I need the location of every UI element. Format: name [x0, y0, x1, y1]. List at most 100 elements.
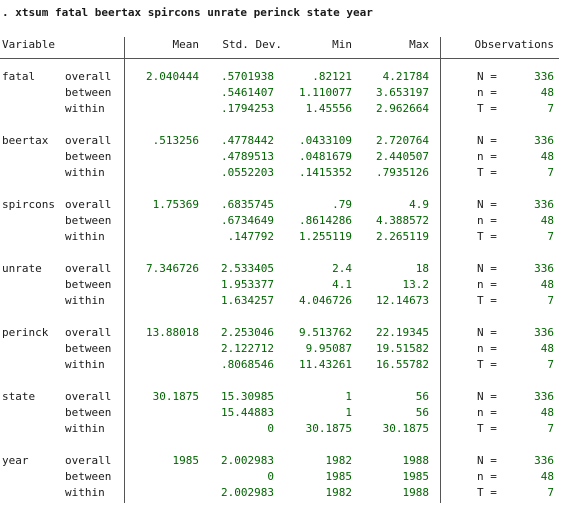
std-dev-value: 0: [267, 470, 274, 483]
obs-label: n =: [477, 470, 497, 483]
max-value: 12.14673: [376, 294, 429, 307]
header-divider: [0, 58, 559, 59]
table-row: within 2.002983 1982 1988 T = 7: [0, 485, 571, 501]
obs-label: n =: [477, 278, 497, 291]
table-row: between .6734649 .8614286 4.388572 n = 48: [0, 213, 571, 229]
mean-value: [137, 277, 199, 293]
table-row: between 15.44883 1 56 n = 48: [0, 405, 571, 421]
obs-label: n =: [477, 406, 497, 419]
obs-label: N =: [477, 326, 497, 339]
obs-value: 7: [547, 486, 554, 499]
table-row: year overall 1985 2.002983 1982 1988 N = 336: [0, 453, 571, 469]
std-dev-value: .8068546: [221, 358, 274, 371]
obs-label: T =: [477, 102, 497, 115]
mean-value: 1985: [172, 454, 200, 467]
row-type: within: [65, 358, 105, 371]
min-value: 1985: [325, 470, 353, 483]
std-dev-value: .0552203: [221, 166, 274, 179]
row-type: between: [65, 86, 112, 99]
obs-value: 336: [534, 134, 554, 147]
mean-value: [137, 213, 199, 229]
std-dev-value: 1.953377: [221, 278, 274, 291]
obs-label: T =: [477, 230, 497, 243]
obs-label: T =: [477, 294, 497, 307]
row-type: within: [65, 166, 105, 179]
max-value: 16.55782: [376, 358, 429, 371]
min-value: 4.046726: [299, 294, 352, 307]
min-value: 1: [345, 390, 352, 403]
row-type: between: [65, 150, 112, 163]
min-value: 9.95087: [305, 342, 352, 355]
variable-column-separator: [124, 37, 125, 503]
max-value: .7935126: [376, 166, 429, 179]
row-type: between: [65, 342, 112, 355]
max-value: 4.388572: [376, 214, 429, 227]
obs-value: 7: [547, 294, 554, 307]
row-type: within: [65, 230, 105, 243]
table-row: within 1.634257 4.046726 12.14673 T = 7: [0, 293, 571, 309]
std-dev-value: .6734649: [221, 214, 274, 227]
header-observations: Observations: [474, 38, 554, 51]
mean-value: 1.75369: [152, 198, 199, 211]
obs-value: 7: [547, 102, 554, 115]
obs-value: 48: [540, 406, 554, 419]
obs-value: 7: [547, 358, 554, 371]
row-type: between: [65, 214, 112, 227]
table-row: within 0 30.1875 30.1875 T = 7: [0, 421, 571, 437]
table-row: between .4789513 .0481679 2.440507 n = 48: [0, 149, 571, 165]
variable-name: state: [2, 390, 36, 403]
obs-label: n =: [477, 86, 497, 99]
row-type: overall: [65, 326, 112, 339]
mean-value: [137, 341, 199, 357]
obs-value: 48: [540, 278, 554, 291]
obs-value: 336: [534, 262, 554, 275]
min-value: 9.513762: [299, 326, 352, 339]
obs-label: N =: [477, 198, 497, 211]
variable-name: perinck: [2, 326, 49, 339]
mean-value: .513256: [152, 134, 199, 147]
header-mean: Mean: [172, 38, 200, 51]
row-type: overall: [65, 454, 112, 467]
table-row: between .5461407 1.110077 3.653197 n = 48: [0, 85, 571, 101]
min-value: .79: [332, 198, 352, 211]
std-dev-value: .4789513: [221, 150, 274, 163]
min-value: .82121: [312, 70, 352, 83]
std-dev-value: 2.253046: [221, 326, 274, 339]
min-value: 2.4: [332, 262, 352, 275]
obs-value: 336: [534, 70, 554, 83]
min-value: 11.43261: [299, 358, 352, 371]
obs-label: n =: [477, 342, 497, 355]
mean-value: 30.1875: [152, 390, 199, 403]
std-dev-value: .5701938: [221, 70, 274, 83]
min-value: 30.1875: [305, 422, 352, 435]
obs-value: 336: [534, 390, 554, 403]
mean-value: [137, 85, 199, 101]
min-value: .0433109: [299, 134, 352, 147]
std-dev-value: 15.44883: [221, 406, 274, 419]
obs-value: 7: [547, 230, 554, 243]
min-value: .8614286: [299, 214, 352, 227]
header-variable: Variable: [2, 38, 55, 51]
table-row: unrate overall 7.346726 2.533405 2.4 18 N = 336: [0, 261, 571, 277]
obs-value: 336: [534, 326, 554, 339]
table-row: beertax overall .513256 .4778442 .0433109 2.7…: [0, 133, 571, 149]
obs-value: 48: [540, 470, 554, 483]
command-line: . xtsum fatal beertax spircons unrate pe…: [2, 6, 373, 19]
variable-name: fatal: [2, 70, 36, 83]
std-dev-value: .5461407: [221, 86, 274, 99]
max-value: 18: [415, 262, 429, 275]
max-value: 13.2: [402, 278, 430, 291]
std-dev-value: 2.002983: [221, 454, 274, 467]
table-row: fatal overall 2.040444 .5701938 .82121 4.2178…: [0, 69, 571, 85]
min-value: 1: [345, 406, 352, 419]
mean-value: [137, 485, 199, 501]
std-dev-value: 2.002983: [221, 486, 274, 499]
row-type: within: [65, 422, 105, 435]
max-value: 2.962664: [376, 102, 429, 115]
std-dev-value: 2.122712: [221, 342, 274, 355]
mean-value: [137, 165, 199, 181]
mean-value: [137, 293, 199, 309]
obs-label: N =: [477, 454, 497, 467]
max-value: 56: [415, 390, 429, 403]
min-value: 1982: [325, 454, 353, 467]
